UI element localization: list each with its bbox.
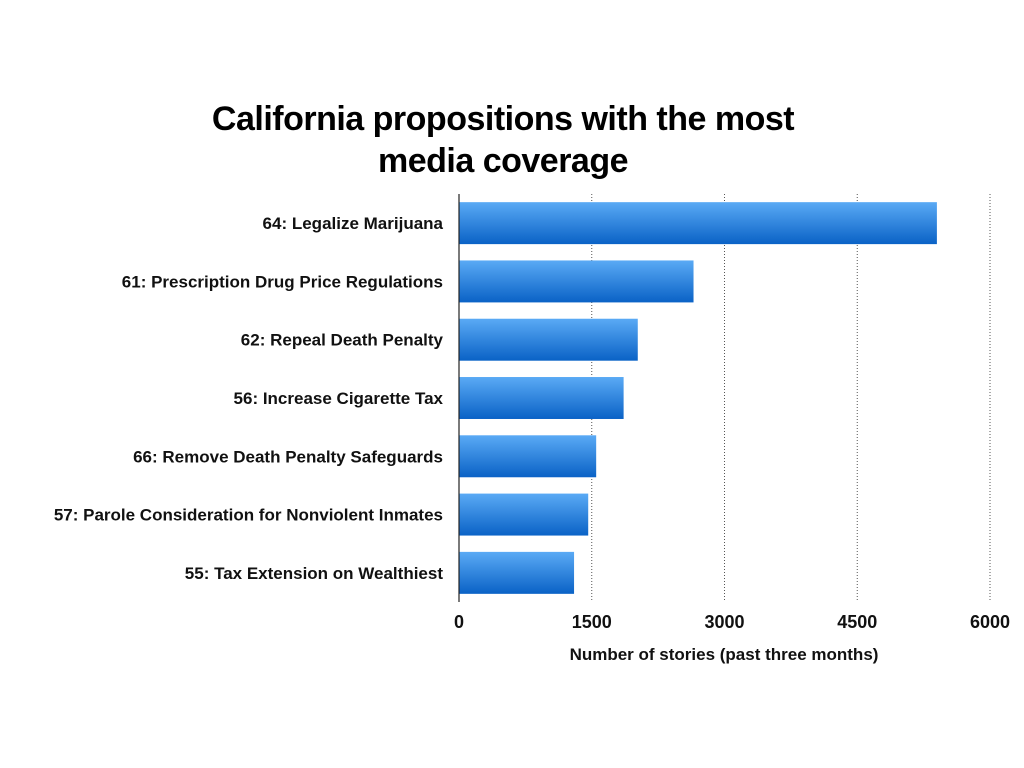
category-label: 57: Parole Consideration for Nonviolent … xyxy=(54,506,443,525)
bar xyxy=(459,551,575,594)
bar xyxy=(459,493,589,536)
x-tick-label: 3000 xyxy=(704,612,744,632)
bar xyxy=(459,435,597,478)
bar xyxy=(459,260,694,303)
bar xyxy=(459,318,638,361)
category-label: 64: Legalize Marijuana xyxy=(263,214,444,233)
category-label: 56: Increase Cigarette Tax xyxy=(234,389,444,408)
x-tick-label: 4500 xyxy=(837,612,877,632)
x-axis-title: Number of stories (past three months) xyxy=(570,645,879,664)
bar xyxy=(459,202,937,245)
x-tick-labels: 0 1500 3000 4500 6000 xyxy=(454,612,1010,632)
gridlines xyxy=(591,194,991,602)
x-tick-label: 6000 xyxy=(970,612,1010,632)
chart-title: California propositions with the most me… xyxy=(211,100,795,180)
category-label: 61: Prescription Drug Price Regulations xyxy=(122,272,443,291)
category-labels: 64: Legalize Marijuana 61: Prescription D… xyxy=(54,214,444,583)
category-label: 62: Repeal Death Penalty xyxy=(241,331,444,350)
x-tick-label: 1500 xyxy=(572,612,612,632)
x-tick-label: 0 xyxy=(454,612,464,632)
category-label: 55: Tax Extension on Wealthiest xyxy=(185,564,444,583)
bars xyxy=(459,202,937,594)
category-label: 66: Remove Death Penalty Safeguards xyxy=(133,447,443,466)
bar xyxy=(459,377,624,419)
